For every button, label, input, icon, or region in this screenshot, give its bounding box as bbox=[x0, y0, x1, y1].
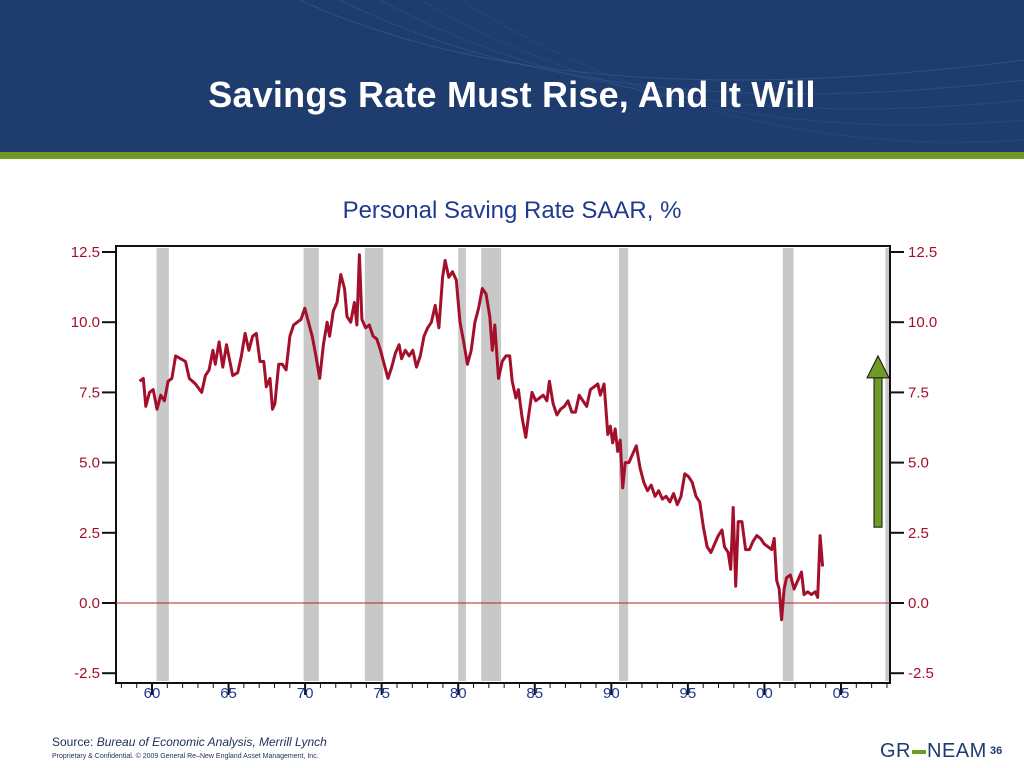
slide-header bbox=[0, 0, 1024, 152]
y-tick-label-left: 12.5 bbox=[71, 244, 100, 261]
logo-left-text: GR bbox=[880, 740, 911, 762]
x-tick-label: 85 bbox=[526, 685, 543, 702]
recession-band bbox=[156, 248, 169, 681]
recession-band bbox=[364, 248, 384, 681]
y-tick-label-left: 0.0 bbox=[79, 595, 100, 612]
x-tick-label: 05 bbox=[833, 685, 850, 702]
header-swoosh-graphic bbox=[299, 0, 1024, 143]
y-tick-label-right: 7.5 bbox=[908, 384, 929, 401]
x-tick-label: 60 bbox=[144, 685, 161, 702]
y-tick-label-right: -2.5 bbox=[908, 665, 934, 682]
y-tick-label-right: 2.5 bbox=[908, 525, 929, 542]
x-tick-label: 95 bbox=[680, 685, 697, 702]
source-text: Bureau of Economic Analysis, Merrill Lyn… bbox=[96, 735, 327, 749]
saving-rate-series-line bbox=[138, 253, 825, 622]
recession-band bbox=[885, 248, 889, 681]
source-note: Source: Bureau of Economic Analysis, Mer… bbox=[52, 735, 327, 749]
chart-title: Personal Saving Rate SAAR, % bbox=[342, 197, 682, 224]
x-tick-label: 70 bbox=[297, 685, 314, 702]
slide-title: Savings Rate Must Rise, And It Will bbox=[208, 74, 816, 115]
up-arrow-head bbox=[866, 354, 890, 379]
up-arrow-shaft bbox=[873, 375, 883, 528]
confidential-notice: Proprietary & Confidential. © 2009 Gener… bbox=[52, 753, 319, 760]
y-tick-label-left: 2.5 bbox=[79, 525, 100, 542]
logo-dash-icon bbox=[912, 749, 926, 754]
y-tick-label-right: 10.0 bbox=[908, 314, 937, 331]
x-tick-label: 80 bbox=[450, 685, 467, 702]
recession-band bbox=[458, 248, 466, 681]
y-tick-label-right: 0.0 bbox=[908, 595, 929, 612]
recession-band bbox=[481, 248, 502, 681]
logo-right-text: NEAM bbox=[927, 740, 987, 762]
y-tick-label-right: 5.0 bbox=[908, 455, 929, 472]
recession-band bbox=[782, 248, 794, 681]
y-tick-label-right: 12.5 bbox=[908, 244, 937, 261]
x-tick-label: 65 bbox=[220, 685, 237, 702]
page-number: 36 bbox=[990, 745, 1003, 757]
y-tick-label-left: -2.5 bbox=[74, 665, 100, 682]
y-tick-label-left: 7.5 bbox=[79, 384, 100, 401]
y-tick-label-left: 5.0 bbox=[79, 455, 100, 472]
x-tick-label: 90 bbox=[603, 685, 620, 702]
y-tick-label-left: 10.0 bbox=[71, 314, 100, 331]
plot-frame bbox=[115, 245, 891, 684]
x-tick-label: 00 bbox=[756, 685, 773, 702]
source-label: Source: bbox=[52, 735, 94, 749]
saving-rate-chart: 12.5 12.5 10.0 10.0 7.5 7.5 5.0 5.0 2.5 2.5 0.0 0.0… bbox=[71, 244, 937, 702]
x-tick-label: 75 bbox=[373, 685, 390, 702]
company-logo: GR NEAM bbox=[880, 740, 987, 763]
header-accent-bar bbox=[0, 152, 1024, 159]
